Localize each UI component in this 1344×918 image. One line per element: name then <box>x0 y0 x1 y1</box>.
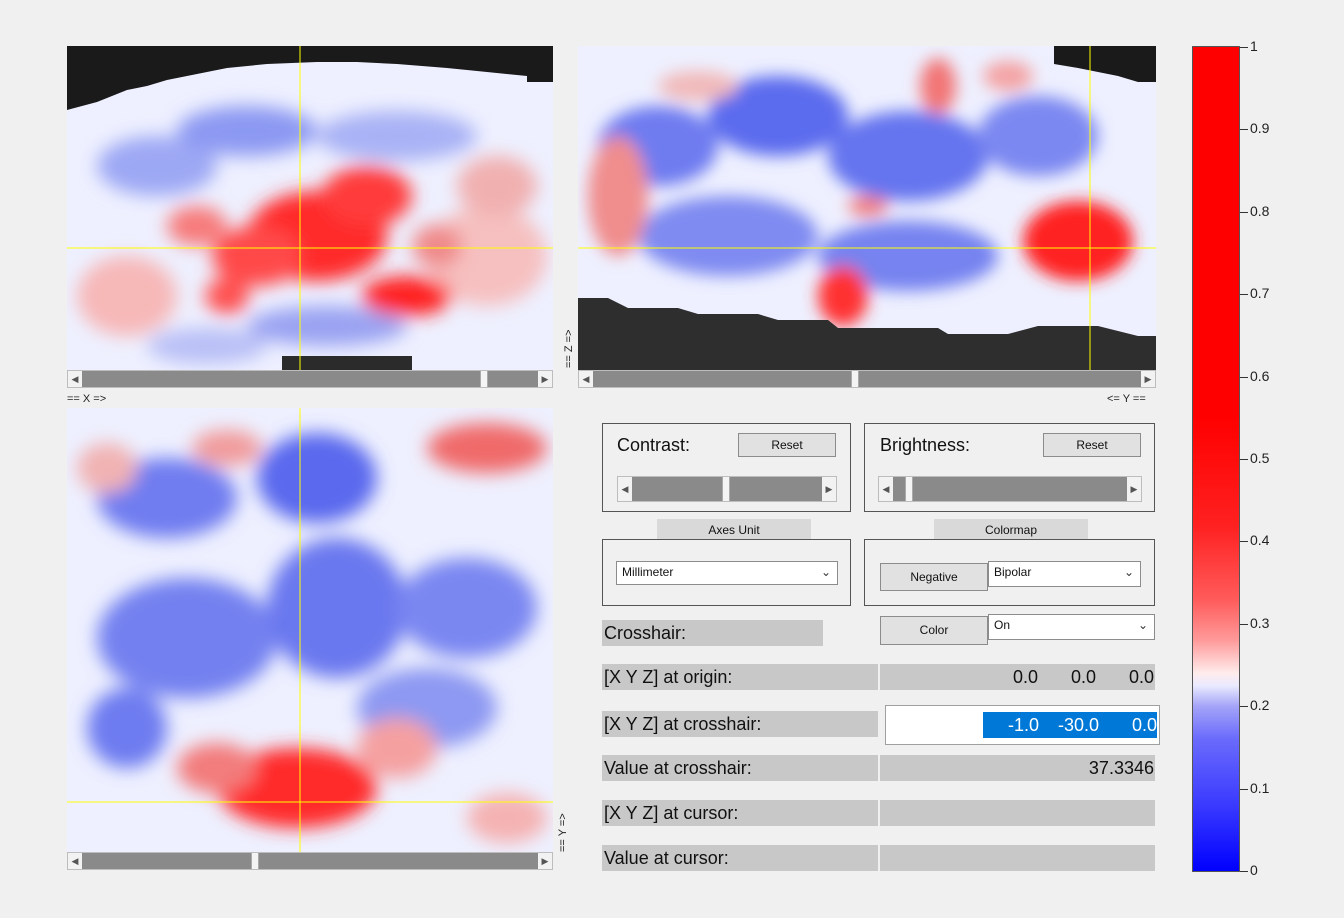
sagittal-scroll-thumb[interactable] <box>851 371 859 387</box>
origin-value: 0.0 0.0 0.0 <box>880 664 1155 690</box>
origin-x: 0.0 <box>1012 667 1038 687</box>
brightness-title: Brightness: <box>880 435 971 455</box>
colorbar-tick-label: 0.1 <box>1250 779 1270 796</box>
axial-view[interactable] <box>67 46 553 370</box>
coronal-y-axis-label: == Y => <box>557 813 569 852</box>
crosshair-color-button[interactable]: Color <box>880 616 988 645</box>
crosshair-value-number: 37.3346 <box>1088 758 1154 778</box>
slider-right-arrow-icon[interactable]: ▶ <box>1127 477 1141 501</box>
colorbar-tick-label: 0 <box>1250 862 1258 878</box>
slider-right-arrow-icon[interactable]: ▶ <box>822 477 836 501</box>
scroll-left-arrow-icon[interactable]: ◀ <box>579 371 593 387</box>
chevron-down-icon: ⌄ <box>1137 618 1148 632</box>
colorbar-tick <box>1240 788 1248 790</box>
brightness-panel: Brightness: Reset ◀ ▶ <box>864 423 1155 512</box>
colormap-header: Colormap <box>934 519 1088 541</box>
scroll-right-arrow-icon[interactable]: ▶ <box>538 371 552 387</box>
axial-scrollbar[interactable]: ◀ ▶ <box>67 370 553 388</box>
colorbar-tick-label: 1 <box>1250 38 1258 54</box>
crosshair-y: -30.0 <box>1057 715 1099 735</box>
chevron-down-icon: ⌄ <box>820 565 831 579</box>
crosshair-label: Crosshair: <box>602 620 823 646</box>
colorbar-tick <box>1240 47 1248 48</box>
colorbar-tick <box>1240 129 1248 131</box>
contrast-reset-button[interactable]: Reset <box>738 433 836 457</box>
sagittal-view[interactable] <box>578 46 1156 370</box>
crosshair-x: -1.0 <box>1007 715 1039 735</box>
sagittal-scrollbar[interactable]: ◀ ▶ <box>578 370 1156 388</box>
axes-unit-panel: Millimeter ⌄ <box>602 539 851 606</box>
colorbar-tick-label: 0.3 <box>1250 614 1270 631</box>
chevron-down-icon: ⌄ <box>1123 565 1134 579</box>
contrast-slider-thumb[interactable] <box>722 477 730 501</box>
cursor-position-label: [X Y Z] at cursor: <box>602 800 878 826</box>
axes-unit-selected: Millimeter <box>622 565 674 579</box>
colormap-selected: Bipolar <box>994 565 1032 579</box>
axial-image <box>67 46 553 370</box>
cursor-position-value <box>880 800 1155 826</box>
origin-label: [X Y Z] at origin: <box>602 664 878 690</box>
colorbar-tick-label: 0.6 <box>1250 367 1270 384</box>
crosshair-position-label: [X Y Z] at crosshair: <box>602 711 878 737</box>
colormap-select[interactable]: Bipolar ⌄ <box>988 561 1141 587</box>
crosshair-position-selection: -1.0 -30.0 0.0 <box>983 712 1157 738</box>
colorbar-tick <box>1240 541 1248 543</box>
colorbar-tick <box>1240 459 1248 460</box>
colorbar-tick <box>1240 623 1248 625</box>
colorbar-tick-label: 0.8 <box>1250 202 1270 219</box>
axial-x-axis-label: == X => <box>67 393 107 405</box>
colorbar-tick-label: 0.4 <box>1250 532 1270 549</box>
colorbar <box>1192 46 1240 872</box>
axes-unit-select[interactable]: Millimeter ⌄ <box>616 561 838 585</box>
colorbar-tick <box>1240 871 1248 872</box>
sagittal-z-axis-label: == Z => <box>563 329 575 368</box>
brightness-slider[interactable]: ◀ ▶ <box>878 476 1142 502</box>
colorbar-tick-label: 0.2 <box>1250 697 1270 714</box>
colorbar-tick <box>1240 294 1248 296</box>
scroll-right-arrow-icon[interactable]: ▶ <box>1141 371 1155 387</box>
coronal-image <box>67 408 553 852</box>
scroll-left-arrow-icon[interactable]: ◀ <box>68 853 82 869</box>
axes-unit-header: Axes Unit <box>657 519 811 541</box>
brightness-reset-button[interactable]: Reset <box>1043 433 1141 457</box>
sagittal-y-axis-label: <= Y == <box>1107 393 1146 405</box>
origin-y: 0.0 <box>1070 667 1096 687</box>
axial-scroll-thumb[interactable] <box>480 371 488 387</box>
crosshair-state: On <box>994 618 1011 632</box>
contrast-slider[interactable]: ◀ ▶ <box>617 476 837 502</box>
colormap-panel: Negative Bipolar ⌄ <box>864 539 1155 606</box>
coronal-view[interactable] <box>67 408 553 852</box>
scroll-right-arrow-icon[interactable]: ▶ <box>538 853 552 869</box>
negative-button[interactable]: Negative <box>880 563 988 591</box>
coronal-scrollbar[interactable]: ◀ ▶ <box>67 852 553 870</box>
colorbar-tick <box>1240 211 1248 213</box>
coronal-scroll-thumb[interactable] <box>251 853 259 869</box>
colorbar-tick-label: 0.5 <box>1250 450 1270 466</box>
origin-z: 0.0 <box>1128 667 1154 687</box>
scroll-left-arrow-icon[interactable]: ◀ <box>68 371 82 387</box>
crosshair-z: 0.0 <box>1131 715 1157 735</box>
crosshair-value: 37.3346 <box>880 755 1155 781</box>
cursor-value <box>880 845 1155 871</box>
colorbar-tick-label: 0.9 <box>1250 120 1270 137</box>
contrast-title: Contrast: <box>617 435 691 455</box>
crosshair-position-field[interactable]: -1.0 -30.0 0.0 <box>885 705 1160 745</box>
contrast-panel: Contrast: Reset ◀ ▶ <box>602 423 851 512</box>
slider-left-arrow-icon[interactable]: ◀ <box>618 477 632 501</box>
crosshair-toggle-select[interactable]: On ⌄ <box>988 614 1155 640</box>
cursor-value-label: Value at cursor: <box>602 845 878 871</box>
brightness-slider-thumb[interactable] <box>905 477 913 501</box>
slider-left-arrow-icon[interactable]: ◀ <box>879 477 893 501</box>
colorbar-tick <box>1240 706 1248 708</box>
sagittal-image <box>578 46 1156 370</box>
colorbar-tick-label: 0.7 <box>1250 285 1270 302</box>
colorbar-tick <box>1240 376 1248 378</box>
crosshair-value-label: Value at crosshair: <box>602 755 878 781</box>
